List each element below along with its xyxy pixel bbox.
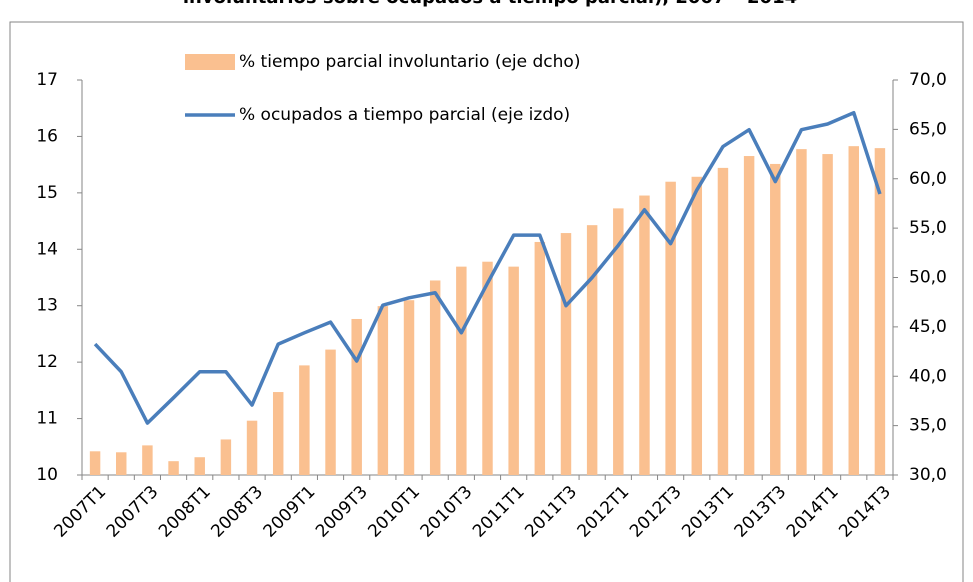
- bar: [796, 149, 807, 475]
- y-tick-label: 12: [36, 352, 58, 372]
- bar: [717, 167, 729, 475]
- bar: [89, 451, 101, 475]
- bar: [848, 146, 859, 475]
- line-series: [93, 110, 882, 425]
- y-tick-label: 17: [36, 70, 58, 90]
- bar: [403, 300, 415, 475]
- bar: [560, 233, 572, 475]
- y-tick-label: 11: [36, 409, 58, 429]
- bar: [272, 392, 284, 475]
- bar: [534, 241, 546, 475]
- bar: [377, 306, 389, 475]
- bar: [246, 420, 258, 475]
- bar: [116, 452, 127, 475]
- y2-tick-label: 65,0: [909, 119, 947, 139]
- legend-swatch: [185, 54, 235, 70]
- y2-tick-label: 55,0: [909, 218, 947, 238]
- bar: [351, 318, 362, 475]
- chart-title: involuntarios sobre ocupados a tiempo pa…: [183, 0, 797, 8]
- y-tick-label: 13: [36, 296, 58, 316]
- bar: [770, 163, 781, 475]
- y2-tick-label: 35,0: [909, 416, 947, 436]
- bar: [665, 181, 676, 475]
- bar: [220, 439, 232, 475]
- bar: [822, 154, 833, 475]
- bar: [691, 176, 703, 475]
- bar: [194, 457, 205, 475]
- y2-tick-label: 30,0: [909, 465, 947, 485]
- bar: [874, 148, 886, 475]
- y-tick-label: 16: [36, 126, 58, 146]
- y-tick-label: 14: [36, 239, 58, 259]
- bar: [639, 195, 650, 475]
- bar: [586, 225, 598, 475]
- bar: [142, 445, 153, 475]
- y2-tick-label: 40,0: [909, 366, 947, 386]
- y-tick-label: 10: [36, 465, 58, 485]
- legend-label: % ocupados a tiempo parcial (eje izdo): [239, 105, 570, 125]
- bar: [743, 156, 755, 475]
- legend-label: % tiempo parcial involuntario (eje dcho): [239, 52, 580, 72]
- y2-tick-label: 45,0: [909, 317, 947, 337]
- bar: [482, 261, 493, 475]
- y2-tick-label: 50,0: [909, 268, 947, 288]
- y-tick-label: 15: [36, 183, 58, 203]
- bar: [456, 266, 467, 475]
- bar: [299, 365, 310, 475]
- y2-tick-label: 70,0: [909, 70, 947, 90]
- bar: [508, 266, 519, 475]
- bar: [613, 208, 624, 475]
- bar: [168, 461, 179, 475]
- bar: [325, 349, 336, 475]
- bar: [429, 280, 441, 475]
- y2-tick-label: 60,0: [909, 169, 947, 189]
